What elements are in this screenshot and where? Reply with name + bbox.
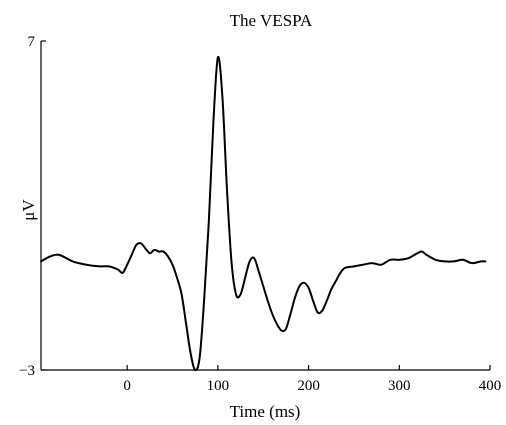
x-tick-label: 400 <box>479 378 502 394</box>
x-axis-label: Time (ms) <box>230 402 301 421</box>
y-tick-label: −3 <box>19 363 35 379</box>
x-tick-label: 300 <box>388 378 411 394</box>
x-tick-label: 100 <box>207 378 230 394</box>
x-tick-label: 200 <box>297 378 320 394</box>
axes: 0 100 200 300 400 7 −3 <box>19 34 501 394</box>
y-tick-label: 7 <box>28 34 36 50</box>
y-axis-label: μV <box>19 199 38 221</box>
chart-title: The VESPA <box>230 11 313 30</box>
x-tick-label: 0 <box>123 378 131 394</box>
series-line <box>40 55 487 372</box>
series-group <box>40 55 487 372</box>
